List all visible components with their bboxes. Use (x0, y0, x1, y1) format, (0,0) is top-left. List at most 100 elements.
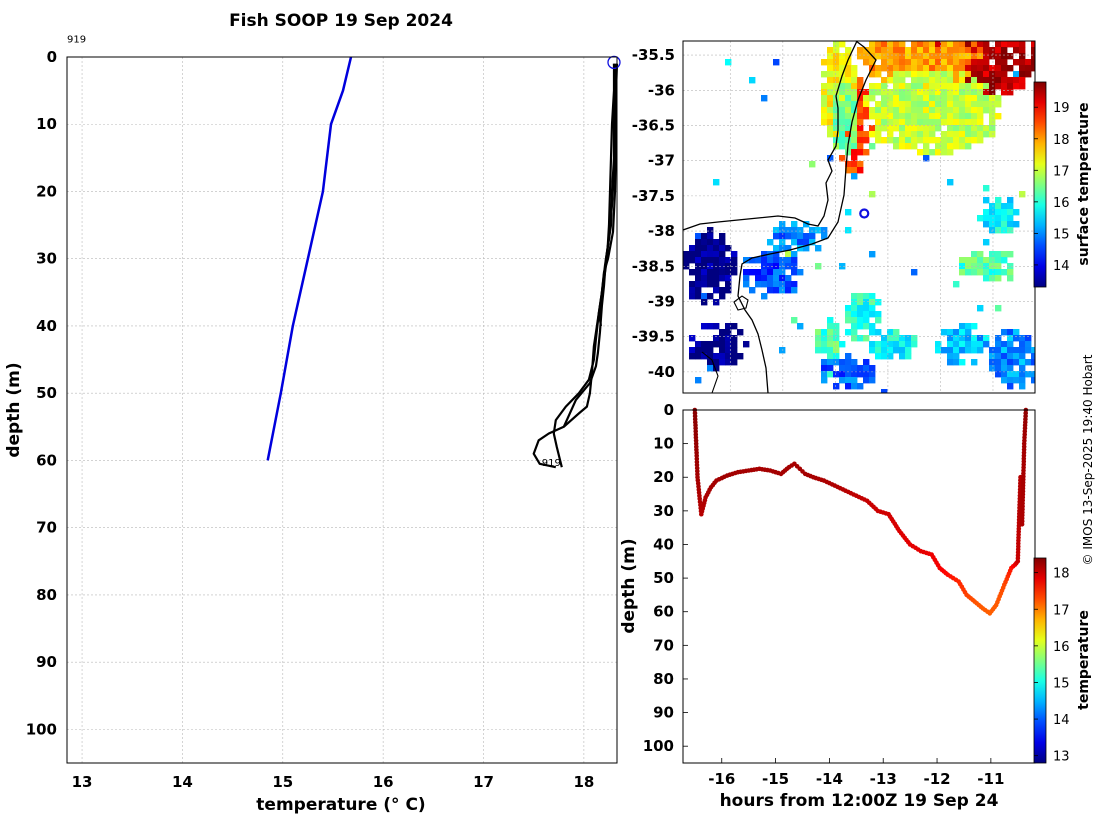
sst-cell (911, 71, 918, 78)
sst-cell (731, 359, 738, 366)
sst-cell (869, 329, 876, 336)
sst-cell (857, 371, 864, 378)
sst-cell (965, 131, 972, 138)
sst-cell (911, 335, 918, 342)
sst-cell (857, 95, 864, 102)
depth-time-frame (682, 409, 1036, 764)
profile-y-tick-label: 30 (36, 250, 57, 268)
sst-cell (959, 113, 966, 120)
profile-tick-labels: 13 14 15 16 17 18 0 10 20 30 40 50 60 70 80 90 100 (26, 48, 595, 791)
sst-cell (911, 95, 918, 102)
sst-cell (749, 269, 756, 276)
sst-cell (935, 113, 942, 120)
sst-cell (983, 95, 990, 102)
sst-cell (749, 77, 756, 84)
sst-cell (893, 95, 900, 102)
sst-cell (983, 197, 990, 204)
sst-cell (695, 233, 702, 240)
sst-cell (1007, 203, 1014, 210)
sst-cell (869, 191, 876, 198)
sst-cell (707, 353, 714, 360)
temp-colorbar: 13 14 15 16 17 18 temperature (1033, 557, 1092, 765)
sst-cell (881, 137, 888, 144)
sst-cell (1007, 89, 1014, 96)
sst-cell (923, 131, 930, 138)
sst-cell (785, 251, 792, 258)
sst-cell (923, 53, 930, 60)
sst-y-tick-label: -37.5 (632, 187, 675, 205)
sst-cell (707, 239, 714, 246)
sst-cell (1031, 359, 1035, 366)
sst-cell (875, 131, 882, 138)
sst-cell (947, 65, 954, 72)
sst-cell (875, 53, 882, 60)
vessel-location-marker (859, 208, 870, 219)
sst-cell (953, 41, 960, 48)
sst-y-tick-label: -38 (648, 222, 675, 240)
sst-cell (767, 281, 774, 288)
sst-cell (965, 65, 972, 72)
sst-cell (1031, 47, 1035, 54)
sst-cell (911, 77, 918, 84)
sst-cell (833, 65, 840, 72)
sst-cell (845, 161, 852, 168)
sst-cell (827, 95, 834, 102)
temp-colorbar-tick-label: 18 (1053, 567, 1070, 582)
sst-cell (845, 383, 852, 390)
sst-cell (929, 77, 936, 84)
sst-cell (827, 347, 834, 354)
sst-cell (791, 281, 798, 288)
sst-cell (911, 89, 918, 96)
sst-cell (953, 65, 960, 72)
sst-cell (779, 257, 786, 264)
sst-cell (893, 59, 900, 66)
sst-cell (797, 269, 804, 276)
sst-cell (713, 245, 720, 252)
sst-cell (941, 107, 948, 114)
sst-cell (701, 269, 708, 276)
sst-cell (815, 263, 822, 270)
sst-cell (959, 101, 966, 108)
sst-cell (911, 53, 918, 60)
sst-cell (971, 83, 978, 90)
sst-cell (713, 335, 720, 342)
sst-cell (995, 197, 1002, 204)
sst-cell (743, 257, 750, 264)
profile-annotation-label: 919 (542, 458, 561, 469)
sst-cell (995, 65, 1002, 72)
sst-cell (755, 275, 762, 282)
sst-cell (833, 101, 840, 108)
sst-cell (791, 227, 798, 234)
sst-cell (773, 281, 780, 288)
sst-cell (971, 53, 978, 60)
sst-cell (701, 245, 708, 252)
sst-cell (1019, 83, 1026, 90)
sst-cell (923, 119, 930, 126)
sst-cell (977, 41, 984, 48)
sst-cell (881, 41, 888, 48)
sst-cell (965, 71, 972, 78)
sst-cell (869, 371, 876, 378)
sst-cell (995, 257, 1002, 264)
sst-cell (707, 257, 714, 264)
sst-cell (695, 263, 702, 270)
sst-cell (995, 263, 1002, 270)
sst-cell (983, 83, 990, 90)
sst-cell (707, 365, 714, 372)
sst-cell (953, 53, 960, 60)
sst-cell (1001, 77, 1008, 84)
sst-cell (947, 89, 954, 96)
sst-colorbar-tick-label: 16 (1053, 196, 1070, 211)
sst-cell (791, 251, 798, 258)
sst-cell (983, 47, 990, 54)
profile-series (266, 55, 621, 469)
sst-cell (1019, 59, 1026, 66)
depth-time-tick-labels: -16 -15 -14 -13 -12 -11 0 10 20 30 40 50 60 70 80 90 100 (643, 401, 1005, 788)
sst-cell (965, 257, 972, 264)
sst-cell (977, 215, 984, 222)
sst-cell (965, 329, 972, 336)
sst-cell (893, 125, 900, 132)
sst-cell (995, 221, 1002, 228)
sst-cell (1013, 221, 1020, 228)
sst-cell (821, 95, 828, 102)
